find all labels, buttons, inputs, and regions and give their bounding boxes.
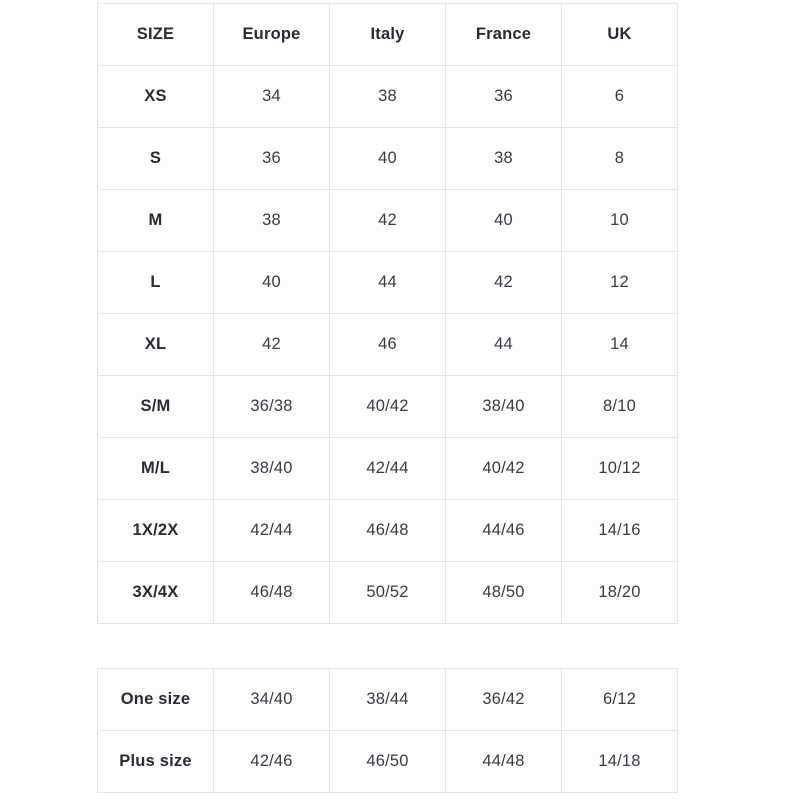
row-label: S xyxy=(97,127,214,190)
table-body: XS 34 38 36 6 S 36 40 38 8 M 38 42 40 10 xyxy=(97,65,678,624)
cell-france: 36/42 xyxy=(445,668,562,731)
column-header-italy: Italy xyxy=(329,3,446,66)
cell-europe: 40 xyxy=(213,251,330,314)
cell-europe: 38 xyxy=(213,189,330,252)
international-size-conversion-table: SIZE Europe Italy France UK XS 34 38 36 … xyxy=(97,3,678,624)
row-label: 3X/4X xyxy=(97,561,214,624)
cell-italy: 50/52 xyxy=(329,561,446,624)
column-header-europe: Europe xyxy=(213,3,330,66)
table-row: M 38 42 40 10 xyxy=(97,189,678,252)
cell-france: 40 xyxy=(445,189,562,252)
table-row: One size 34/40 38/44 36/42 6/12 xyxy=(97,668,678,731)
cell-europe: 34 xyxy=(213,65,330,128)
cell-italy: 42 xyxy=(329,189,446,252)
cell-italy: 44 xyxy=(329,251,446,314)
cell-europe: 42/46 xyxy=(213,730,330,793)
row-label: One size xyxy=(97,668,214,731)
cell-italy: 38 xyxy=(329,65,446,128)
table-header: SIZE Europe Italy France UK xyxy=(97,3,678,66)
table-row: L 40 44 42 12 xyxy=(97,251,678,314)
row-label: XS xyxy=(97,65,214,128)
table-row: 1X/2X 42/44 46/48 44/46 14/16 xyxy=(97,499,678,562)
cell-france: 36 xyxy=(445,65,562,128)
row-label: M xyxy=(97,189,214,252)
column-header-size: SIZE xyxy=(97,3,214,66)
cell-europe: 38/40 xyxy=(213,437,330,500)
cell-uk: 8/10 xyxy=(561,375,678,438)
cell-uk: 6 xyxy=(561,65,678,128)
cell-uk: 10 xyxy=(561,189,678,252)
cell-uk: 18/20 xyxy=(561,561,678,624)
column-header-uk: UK xyxy=(561,3,678,66)
row-label: XL xyxy=(97,313,214,376)
cell-france: 42 xyxy=(445,251,562,314)
cell-italy: 40/42 xyxy=(329,375,446,438)
cell-europe: 42/44 xyxy=(213,499,330,562)
table-row: M/L 38/40 42/44 40/42 10/12 xyxy=(97,437,678,500)
cell-europe: 46/48 xyxy=(213,561,330,624)
cell-france: 40/42 xyxy=(445,437,562,500)
table-row: S 36 40 38 8 xyxy=(97,127,678,190)
cell-italy: 46/48 xyxy=(329,499,446,562)
cell-europe: 42 xyxy=(213,313,330,376)
table-row: 3X/4X 46/48 50/52 48/50 18/20 xyxy=(97,561,678,624)
cell-uk: 14 xyxy=(561,313,678,376)
cell-italy: 46/50 xyxy=(329,730,446,793)
cell-uk: 12 xyxy=(561,251,678,314)
cell-uk: 10/12 xyxy=(561,437,678,500)
cell-uk: 6/12 xyxy=(561,668,678,731)
row-label: 1X/2X xyxy=(97,499,214,562)
table-row: S/M 36/38 40/42 38/40 8/10 xyxy=(97,375,678,438)
cell-italy: 38/44 xyxy=(329,668,446,731)
row-label: S/M xyxy=(97,375,214,438)
cell-europe: 36/38 xyxy=(213,375,330,438)
cell-italy: 42/44 xyxy=(329,437,446,500)
cell-europe: 34/40 xyxy=(213,668,330,731)
table-row: Plus size 42/46 46/50 44/48 14/18 xyxy=(97,730,678,793)
cell-italy: 40 xyxy=(329,127,446,190)
header-row: SIZE Europe Italy France UK xyxy=(97,3,678,66)
row-label: M/L xyxy=(97,437,214,500)
cell-europe: 36 xyxy=(213,127,330,190)
table-row: XL 42 46 44 14 xyxy=(97,313,678,376)
table-body: One size 34/40 38/44 36/42 6/12 Plus siz… xyxy=(97,668,678,793)
cell-france: 38/40 xyxy=(445,375,562,438)
row-label: L xyxy=(97,251,214,314)
one-size-conversion-table: One size 34/40 38/44 36/42 6/12 Plus siz… xyxy=(97,668,678,793)
cell-france: 44/48 xyxy=(445,730,562,793)
cell-france: 44/46 xyxy=(445,499,562,562)
table-row: XS 34 38 36 6 xyxy=(97,65,678,128)
row-label: Plus size xyxy=(97,730,214,793)
cell-france: 44 xyxy=(445,313,562,376)
cell-uk: 14/18 xyxy=(561,730,678,793)
cell-uk: 14/16 xyxy=(561,499,678,562)
cell-uk: 8 xyxy=(561,127,678,190)
column-header-france: France xyxy=(445,3,562,66)
cell-france: 48/50 xyxy=(445,561,562,624)
cell-italy: 46 xyxy=(329,313,446,376)
cell-france: 38 xyxy=(445,127,562,190)
